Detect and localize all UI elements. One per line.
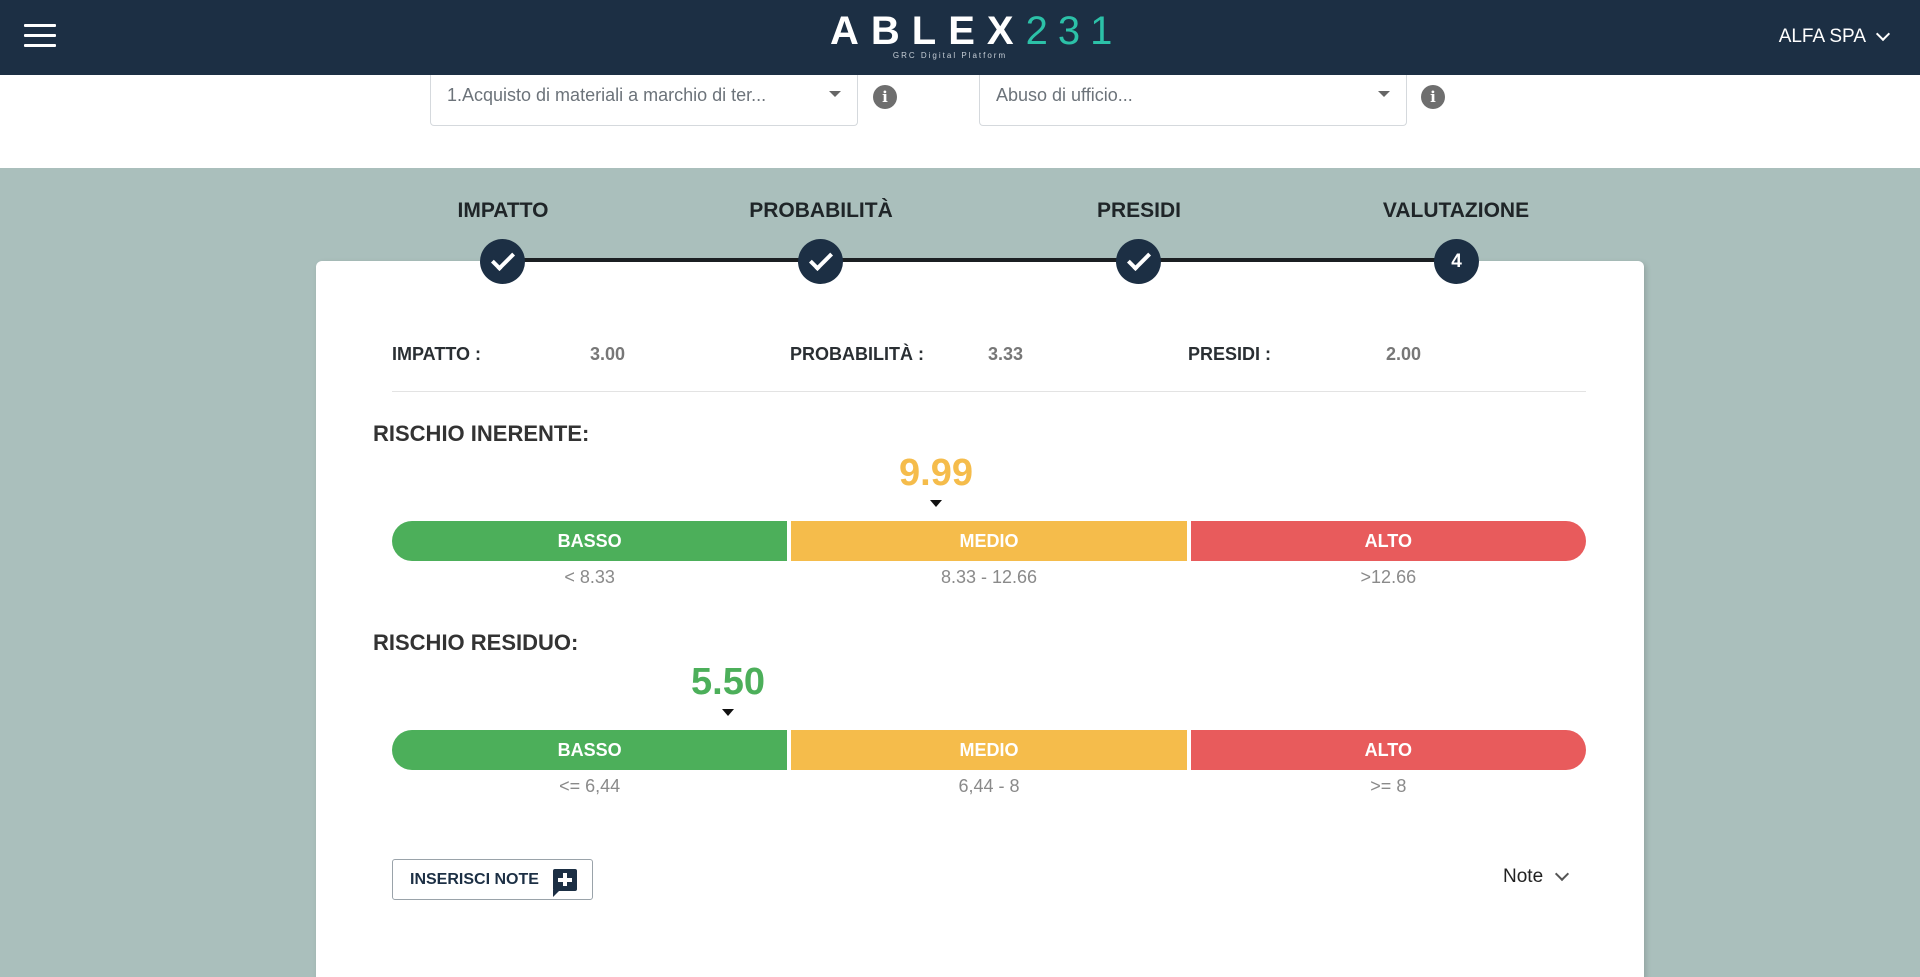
info-icon[interactable]: i	[873, 85, 897, 109]
summary-impatto-label: IMPATTO :	[392, 344, 481, 364]
process-select[interactable]: 1.Acquisto di materiali a marchio di ter…	[430, 75, 858, 126]
check-icon	[808, 246, 833, 272]
company-selector[interactable]: ALFA SPA	[1778, 26, 1891, 48]
range-alto: >12.66	[1360, 567, 1417, 587]
top-bar: ABLEX231 GRC Digital Platform ALFA SPA	[0, 0, 1920, 75]
score-pointer-icon	[930, 500, 942, 507]
step-valutazione-active[interactable]: 4	[1434, 239, 1479, 284]
range-basso: <= 6,44	[559, 776, 621, 796]
rischio-residuo-score: 5.50	[691, 661, 765, 703]
summary-presidi-value: 2.00	[1386, 344, 1422, 364]
segment-medio: MEDIO	[791, 730, 1187, 770]
rischio-inerente-title: RISCHIO INERENTE:	[373, 421, 590, 446]
rischio-inerente-ranges: < 8.33 8.33 - 12.66 >12.66	[392, 567, 1586, 588]
step-presidi-done[interactable]	[1116, 239, 1161, 284]
offense-select-value: Abuso di ufficio...	[996, 85, 1133, 105]
summary-probabilita-value: 3.33	[988, 344, 1024, 364]
segment-medio: MEDIO	[791, 521, 1187, 561]
summary-presidi-label: PRESIDI :	[1188, 344, 1272, 364]
process-select-value: 1.Acquisto di materiali a marchio di ter…	[447, 85, 767, 105]
notes-toggle[interactable]: Note	[1503, 866, 1570, 888]
rischio-residuo-scale: BASSO MEDIO ALTO	[392, 730, 1586, 770]
insert-notes-label: INSERISCI NOTE	[410, 870, 539, 888]
logo-tagline: GRC Digital Platform	[892, 51, 1008, 60]
segment-alto: ALTO	[1190, 730, 1586, 770]
rischio-residuo-ranges: <= 6,44 6,44 - 8 >= 8	[392, 776, 1586, 797]
rischio-inerente-scale: BASSO MEDIO ALTO	[392, 521, 1586, 561]
segment-basso: BASSO	[392, 730, 788, 770]
add-comment-icon	[552, 868, 577, 897]
company-name: ALFA SPA	[1778, 26, 1866, 47]
offense-select[interactable]: Abuso di ufficio...	[979, 75, 1407, 126]
chevron-down-icon	[1555, 866, 1570, 882]
score-pointer-icon	[722, 709, 734, 716]
summary-probabilita-label: PROBABILITÀ :	[790, 344, 924, 364]
step-probabilita-done[interactable]	[798, 239, 843, 284]
range-medio: 8.33 - 12.66	[940, 567, 1038, 587]
step-label-probabilita[interactable]: PROBABILITÀ	[749, 199, 893, 222]
segment-basso: BASSO	[392, 521, 788, 561]
app-logo: ABLEX231 GRC Digital Platform	[830, 8, 1112, 68]
menu-icon[interactable]	[24, 24, 58, 52]
step-label-presidi[interactable]: PRESIDI	[1096, 199, 1182, 222]
stepper-line	[502, 258, 1456, 262]
notes-toggle-label: Note	[1503, 866, 1544, 887]
filter-band: 1.Acquisto di materiali a marchio di ter…	[0, 75, 1920, 168]
dropdown-arrow-icon	[829, 91, 841, 97]
summary-impatto-value: 3.00	[590, 344, 626, 364]
check-icon	[1126, 246, 1151, 272]
rischio-inerente-score: 9.99	[899, 452, 973, 494]
rischio-residuo-title: RISCHIO RESIDUO:	[373, 630, 579, 655]
step-impatto-done[interactable]	[480, 239, 525, 284]
insert-notes-button[interactable]: INSERISCI NOTE	[392, 859, 593, 900]
chevron-down-icon	[1875, 26, 1891, 42]
segment-alto: ALTO	[1190, 521, 1586, 561]
check-icon	[490, 246, 515, 272]
range-alto: >= 8	[1370, 776, 1407, 796]
evaluation-card	[316, 261, 1644, 977]
range-medio: 6,44 - 8	[958, 776, 1020, 796]
step-label-valutazione[interactable]: VALUTAZIONE	[1382, 199, 1530, 222]
step-label-impatto[interactable]: IMPATTO	[457, 199, 549, 222]
divider	[392, 391, 1586, 392]
logo-number: 231	[1025, 9, 1123, 53]
range-basso: < 8.33	[564, 567, 615, 587]
dropdown-arrow-icon	[1378, 91, 1390, 97]
info-icon[interactable]: i	[1421, 85, 1445, 109]
logo-text: ABLEX	[830, 9, 1026, 53]
